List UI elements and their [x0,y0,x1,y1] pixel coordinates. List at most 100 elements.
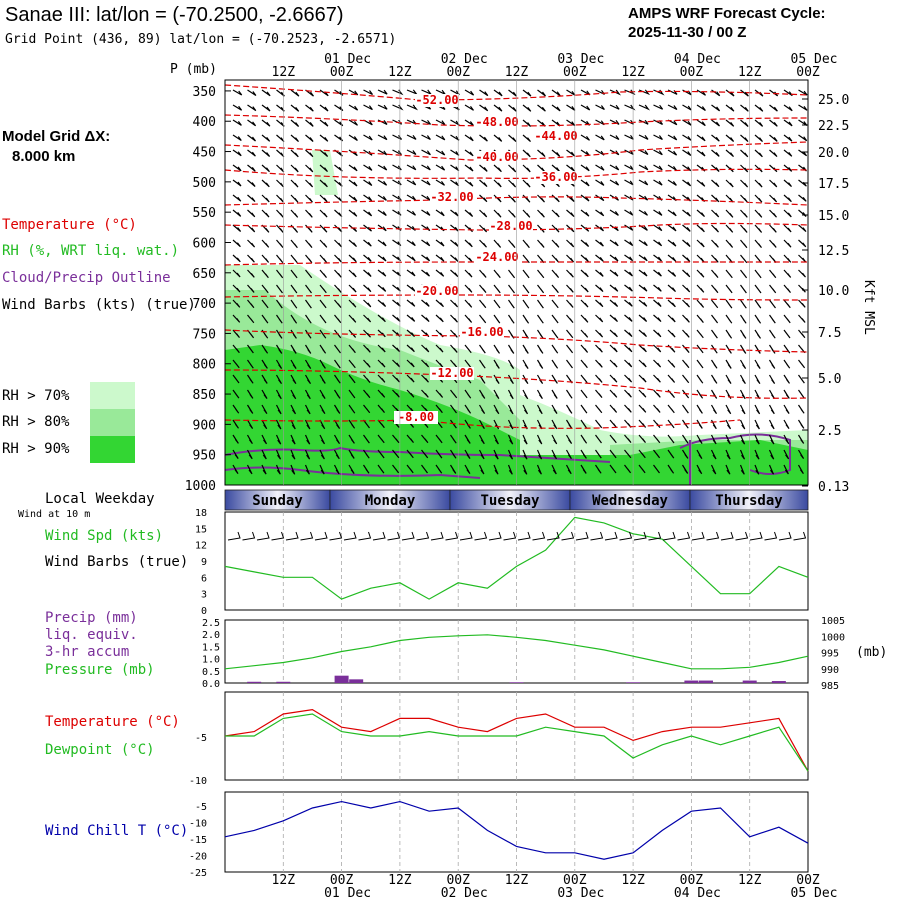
wind-barb [739,404,746,415]
wind-barb [334,284,342,293]
wind-barb [348,314,357,323]
wind-barb [667,239,677,247]
height-tick: 25.0 [818,93,849,108]
wind-barb [638,449,646,459]
wind-barb [710,434,717,445]
wind-barb [507,419,514,430]
wind-barb [638,254,648,262]
wind-barb [783,314,791,324]
wind-barb [232,164,242,172]
wind-barb [696,89,706,96]
wind-barb [609,239,619,247]
wind-barb [421,209,431,216]
wind-barb [667,374,676,383]
wind-barb [682,314,690,323]
wind-barb [493,239,502,248]
wind-barb [696,224,705,233]
wind-barb [783,89,793,97]
chill-tick: -25 [189,868,207,879]
wind-barb [624,164,634,171]
wind-barb [551,374,558,384]
wind-barb [682,224,691,232]
wind-barb [595,134,605,141]
wind-barb [725,389,732,400]
wind-barb [696,104,706,112]
wind-barb [348,89,359,96]
wind-barb [551,284,559,294]
wind-barb [363,254,372,262]
wind-barb [754,344,761,354]
wind-barb [464,254,473,263]
wind-barb [682,149,692,157]
wind-barb [710,374,718,384]
wind-barb [304,389,311,400]
wind-barbs-label: Wind Barbs (true) [45,554,189,570]
wind-barb [798,389,805,399]
bottom-date-label: 05 Dec [791,886,838,900]
wind-barb [406,194,417,201]
top-date-label: 04 Dec [674,52,721,67]
wind-barb [536,344,544,354]
wind-barb [653,419,661,428]
wind-barb [725,419,732,430]
wind-barb [406,344,415,353]
wind-barb [348,104,359,111]
wind-barb [682,359,690,369]
wind-barb [406,179,417,186]
wind-barb [725,314,733,324]
wind-barb [232,359,240,369]
wind-barb [522,434,528,445]
wind-barb [305,299,312,309]
wind-barb [305,284,312,294]
precip-bar [698,680,713,683]
precip-tick: 0.5 [202,667,220,678]
wind-barb [348,179,358,187]
wind-barb [638,239,648,247]
wind-barb [377,179,388,186]
wind-barb [319,314,327,324]
bottom-time-label: 00Z [563,873,587,888]
surface-wind-barb [271,531,285,541]
bottom-time-label: 12Z [272,873,296,888]
wind-barb [624,374,633,383]
wind-barb [725,269,733,279]
wind-barb [624,149,634,156]
pressure-tick: 350 [193,85,216,100]
chart-marks [224,516,809,860]
wind-barb [754,449,760,460]
wind-barb [348,209,358,217]
wind-barb [522,389,529,400]
wind-barb [232,404,240,414]
wind-barb [232,389,240,399]
wind-barb [566,284,574,293]
wind-barb [334,89,344,96]
wind-barb [580,134,590,141]
wind-barb [392,89,404,96]
wind-barb [595,149,605,156]
bottom-time-label: 12Z [505,873,529,888]
temp-contour-label: -16.00 [460,325,503,339]
wind-barb [566,104,576,111]
wind-barb [783,134,793,142]
wind-barb [334,239,343,248]
wind-barb [566,389,573,399]
wind-barb [363,359,371,368]
wind-barb [450,164,460,172]
wind-barb [363,404,371,414]
wind-barb [363,314,372,323]
wind-barb [566,269,574,278]
surface-wind-barb [546,531,560,541]
wind-barb [725,374,732,384]
wind-barb [624,89,636,96]
height-tick: 17.5 [818,177,849,192]
wind-barb [522,254,530,264]
wind-barb [769,134,778,142]
wind-barb [653,179,663,186]
weekday-sublabel: Wind at 10 m [18,509,91,520]
wind-barb [682,389,690,399]
wind-barb [421,134,431,141]
wind-barb [232,119,242,126]
wind-barb [363,104,373,111]
wind-barb [232,179,242,187]
wind-tick: 18 [195,508,207,519]
